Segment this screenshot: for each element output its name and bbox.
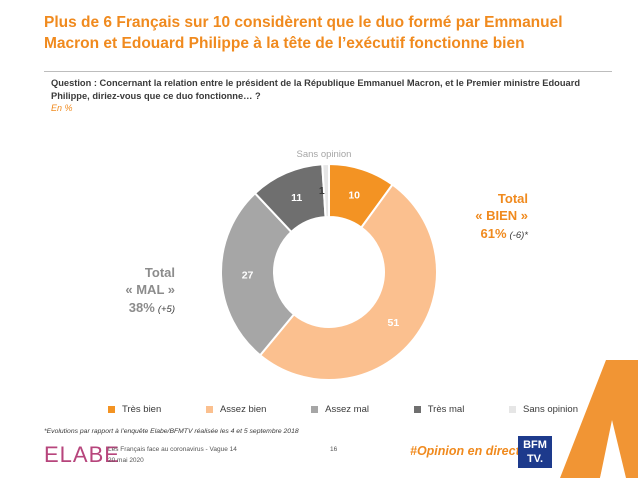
total-mal-value: 38% xyxy=(128,300,155,315)
legend-item-sans-opinion: Sans opinion xyxy=(509,404,578,415)
legend-swatch xyxy=(311,405,319,413)
legend-label: Très mal xyxy=(427,403,465,415)
data-label-très-mal: 11 xyxy=(291,192,302,204)
total-bien-change: (-6)* xyxy=(509,230,528,241)
chart-legend: Très bien Assez bien Assez mal Très mal Sans… xyxy=(108,402,578,416)
survey-date: 20 mai 2020 xyxy=(108,457,144,464)
legend-item-assez-bien: Assez bien xyxy=(205,403,267,415)
total-bien: Total « BIEN » 61% (-6)* xyxy=(448,190,528,246)
elabe-logo: ELABE xyxy=(44,442,120,467)
legend-swatch xyxy=(108,405,115,413)
legend-label: Sans opinion xyxy=(523,403,578,415)
corner-shadow-shape xyxy=(600,430,624,478)
data-label-assez-mal: 27 xyxy=(242,270,254,282)
page-title: Plus de 6 Français sur 10 considèrent qu… xyxy=(44,14,563,52)
title-divider xyxy=(44,71,612,72)
legend-label: Très bien xyxy=(122,403,162,415)
bfmtv-logo: BFM TV. xyxy=(518,436,552,468)
legend-swatch xyxy=(205,405,213,413)
legend-label: Assez mal xyxy=(325,403,369,415)
slice-sans-opinion xyxy=(321,162,330,219)
survey-title: Les Français face au coronavirus - Vague… xyxy=(108,446,237,453)
bfmtv-logo-line2: TV. xyxy=(526,453,544,465)
donut-slices xyxy=(220,162,438,381)
total-bien-value: 61% xyxy=(480,226,507,241)
total-mal: Total « MAL » 38% (+5) xyxy=(95,264,175,320)
hashtag: #Opinion en direct xyxy=(410,444,520,458)
data-label-sans-opinion: 1 xyxy=(319,185,325,197)
footnote: *Evolutions par rapport à l’enquête Elab… xyxy=(44,428,299,435)
unit-label: En % xyxy=(51,103,73,113)
legend-swatch xyxy=(413,405,421,413)
data-label-assez-bien: 51 xyxy=(388,317,400,329)
page-number: 16 xyxy=(330,446,338,453)
legend-item-assez-mal: Assez mal xyxy=(311,404,369,415)
bfmtv-logo-line1: BFM xyxy=(523,439,547,451)
sans-opinion-callout: Sans opinion xyxy=(297,149,352,160)
data-label-très-bien: 10 xyxy=(348,189,360,201)
total-bien-name: « BIEN » xyxy=(475,208,528,223)
corner-triangle-shape xyxy=(560,360,638,478)
legend-label: Assez bien xyxy=(219,403,267,415)
slice-assez-mal xyxy=(220,191,296,357)
legend-item-très-mal: Très mal xyxy=(413,403,465,415)
slice-assez-bien xyxy=(258,183,438,381)
total-mal-label: Total xyxy=(144,265,175,280)
legend-swatch xyxy=(509,405,517,413)
total-mal-name: « MAL » xyxy=(125,282,175,297)
legend-item-très-bien: Très bien xyxy=(108,404,161,415)
survey-info: Les Français face au coronavirus - Vague… xyxy=(108,444,237,466)
total-bien-label: Total xyxy=(497,191,528,206)
total-mal-change: (+5) xyxy=(157,304,175,315)
survey-question: Question : Concernant la relation entre … xyxy=(51,78,581,101)
